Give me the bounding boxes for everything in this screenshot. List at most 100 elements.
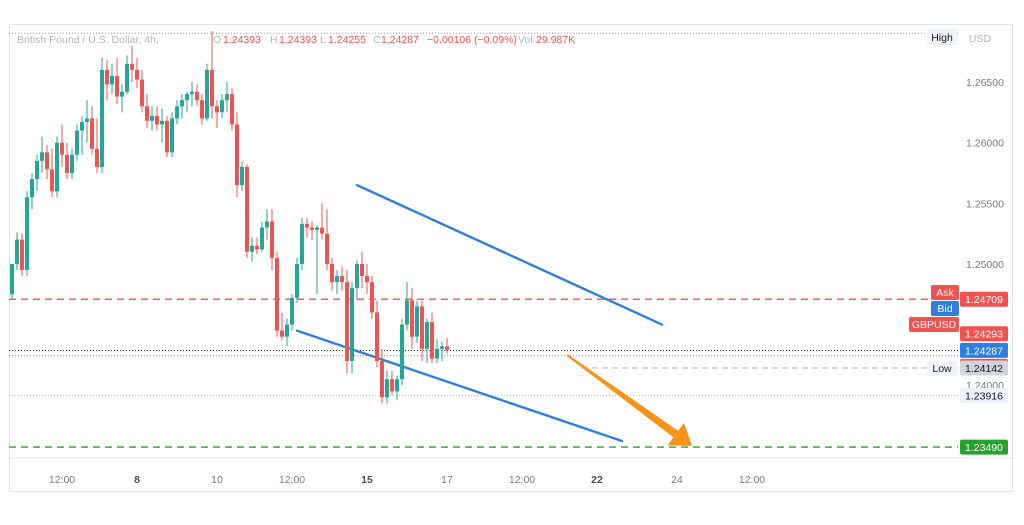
candle-body — [380, 360, 384, 398]
candle-body — [395, 379, 399, 392]
candle-body — [205, 69, 209, 119]
low-marker-label: Low — [932, 363, 952, 375]
resistance-price-tag: 1.24709 — [965, 294, 1003, 306]
candle-body — [85, 118, 89, 123]
candle-body — [420, 306, 424, 349]
y-tick-label: 1.25500 — [966, 198, 1004, 210]
bid-price-tag: 1.24287 — [965, 345, 1003, 357]
x-tick-label: 10 — [211, 474, 223, 486]
candle-body — [30, 179, 34, 198]
support-price-tag-box — [960, 439, 1008, 455]
ask-price-tag: 1.24293 — [965, 329, 1003, 341]
bid-price-tag-box — [960, 342, 1008, 358]
candle-body — [170, 118, 174, 153]
candle-body — [310, 227, 314, 230]
candle-body — [80, 122, 84, 131]
candle-body — [100, 69, 104, 167]
candle-body — [275, 257, 279, 331]
candle-body — [150, 115, 154, 121]
candle-body — [130, 63, 134, 70]
candle-body — [50, 169, 54, 192]
candle-body — [325, 233, 329, 264]
candle-body — [375, 312, 379, 361]
candle-body — [240, 166, 244, 186]
low-price-tag-box — [960, 387, 1008, 403]
open-value: 1.24393 — [223, 34, 261, 46]
support-price-tag: 1.23490 — [965, 442, 1003, 454]
candle-body — [445, 346, 449, 351]
dashed-level-price-tag-box — [960, 360, 1008, 376]
close-value: 1.24287 — [381, 34, 419, 46]
candle-body — [430, 322, 434, 359]
x-tick-label: 12:00 — [739, 474, 765, 486]
dashed-level-price-tag: 1.24142 — [965, 363, 1003, 375]
candle-body — [55, 142, 59, 192]
candle-body — [245, 166, 249, 252]
candle-body — [440, 346, 444, 349]
low-price-tag: 1.23916 — [965, 390, 1003, 402]
candle-body — [305, 223, 309, 228]
candle-body — [410, 300, 414, 337]
candle-body — [385, 379, 389, 398]
resistance-price-tag-box — [960, 291, 1008, 307]
candle-body — [90, 118, 94, 149]
candle-body — [15, 239, 19, 264]
ask-price-tag-box — [960, 326, 1008, 342]
candle-body — [345, 282, 349, 361]
candle-body — [115, 75, 119, 97]
candle-body — [105, 69, 109, 85]
x-tick-label: 12:00 — [49, 474, 75, 486]
candle-body — [405, 300, 409, 325]
candle-body — [400, 324, 404, 380]
candle-body — [435, 348, 439, 359]
high-value: 1.24393 — [279, 34, 317, 46]
candle-body — [425, 322, 429, 349]
candle-body — [370, 282, 374, 313]
candle-body — [315, 227, 319, 230]
y-tick-label: 1.26000 — [966, 138, 1004, 150]
change-value: −0.00106 (−0.09%) — [427, 34, 517, 46]
low-value: 1.24255 — [328, 34, 366, 46]
volume-value: 29.987K — [536, 34, 575, 46]
candle-body — [175, 106, 179, 119]
volume-label: Vol — [518, 34, 533, 46]
candle-body — [270, 221, 274, 258]
candle-body — [10, 263, 14, 295]
y-tick-label: 1.25000 — [966, 259, 1004, 271]
candle-body — [25, 197, 29, 271]
candle-body — [355, 263, 359, 289]
candle-body — [185, 94, 189, 101]
close-label: C — [373, 34, 381, 46]
candle-body — [155, 115, 159, 125]
low-marker-box — [927, 361, 957, 376]
candle-body — [290, 297, 294, 325]
candle-body — [40, 152, 44, 161]
candle-body — [295, 263, 299, 298]
x-tick-label: 22 — [591, 474, 603, 486]
bid-label-box — [931, 301, 959, 316]
candle-body — [335, 276, 339, 283]
candle-body — [95, 148, 99, 167]
x-tick-label: 15 — [361, 474, 373, 486]
candle-body — [235, 124, 239, 186]
x-tick-label: 17 — [441, 474, 453, 486]
symbol-tag-label: GBPUSD — [912, 319, 957, 331]
candle-body — [225, 94, 229, 101]
symbol-tag-box — [909, 317, 959, 332]
candle-body — [340, 276, 344, 283]
candle-body — [195, 91, 199, 101]
candle-body — [110, 75, 114, 85]
candle-body — [120, 91, 124, 97]
candle-body — [60, 142, 64, 155]
upper-trendline — [355, 183, 664, 326]
candle-body — [260, 227, 264, 250]
candle-body — [65, 154, 69, 173]
candle-body — [135, 69, 139, 80]
candle-body — [415, 306, 419, 337]
x-tick-label: 8 — [134, 474, 140, 486]
candle-body — [285, 324, 289, 337]
candle-body — [250, 245, 254, 252]
open-label: O — [213, 34, 221, 46]
x-tick-label: 24 — [671, 474, 683, 486]
